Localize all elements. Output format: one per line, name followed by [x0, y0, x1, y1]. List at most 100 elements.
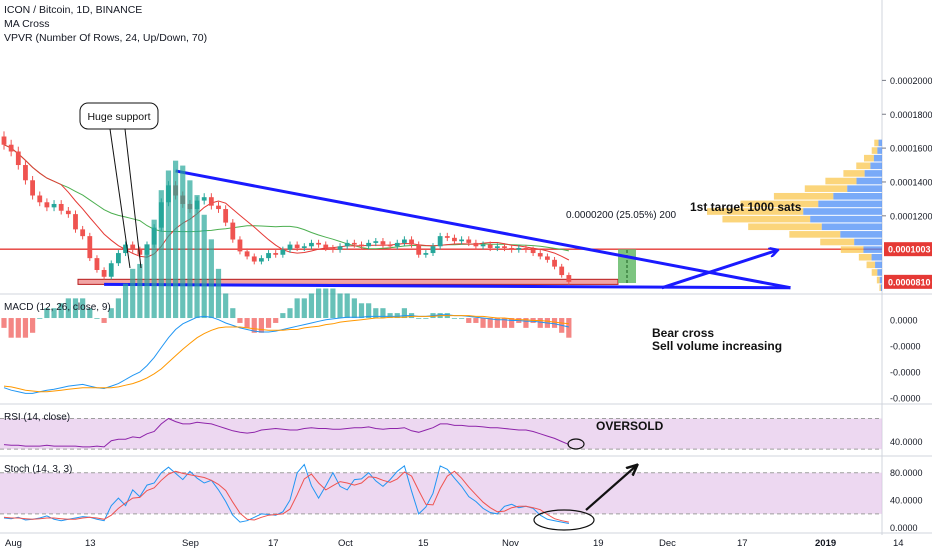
- measure-label: 0.0000200 (25.05%) 200: [566, 210, 677, 221]
- candle: [502, 243, 507, 252]
- macd-histogram-bar: [1, 318, 7, 328]
- signal-line: [3, 315, 569, 393]
- macd-histogram-bar: [80, 298, 86, 319]
- candle: [65, 206, 71, 218]
- rsi-tick-label: 40.0000: [890, 437, 923, 447]
- price-pane[interactable]: [0, 131, 882, 285]
- candle: [87, 232, 93, 262]
- candle-body: [416, 244, 422, 255]
- macd-histogram-bar: [494, 318, 500, 328]
- candle-body: [230, 222, 236, 240]
- macd-histogram-bar: [265, 318, 272, 328]
- macd-histogram-bar: [230, 308, 236, 319]
- candle: [8, 139, 14, 157]
- candle-body: [37, 195, 43, 203]
- huge-support-text: Huge support: [87, 111, 150, 123]
- time-tick-label: Sep: [182, 538, 199, 549]
- rsi-label: RSI (14, close): [4, 412, 70, 423]
- macd-histogram-bar: [308, 293, 315, 319]
- macd-histogram-bar: [215, 268, 222, 319]
- candle-body: [566, 275, 572, 282]
- macd-histogram-bar: [51, 308, 57, 319]
- macd-histogram-bar: [58, 303, 64, 319]
- macd-histogram-bar: [165, 170, 172, 319]
- macd-histogram-bar: [280, 313, 286, 319]
- stoch-d-line: [3, 470, 569, 523]
- macd-histogram-bar: [287, 308, 293, 319]
- chart-title: ICON / Bitcoin, 1D, BINANCE: [4, 4, 142, 16]
- candle-body: [323, 244, 329, 248]
- macd-histogram-bar: [244, 318, 250, 328]
- candle: [316, 239, 321, 248]
- volume-profile-row: [856, 162, 871, 170]
- candle: [266, 250, 271, 262]
- volume-profile-row: [707, 208, 804, 215]
- candle-body: [523, 247, 529, 250]
- volume-profile-row-up: [878, 139, 882, 147]
- study-vpvr: VPVR (Number Of Rows, 24, Up/Down, 70): [4, 32, 207, 44]
- macd-tick-label: -0.0000: [890, 342, 921, 352]
- candle-body: [280, 249, 286, 255]
- candle-body: [244, 251, 250, 257]
- candle-body: [344, 242, 350, 247]
- price-tick-label: 0.0001800: [890, 110, 932, 120]
- volume-profile-row: [825, 177, 857, 185]
- candle-body: [137, 249, 143, 255]
- macd-histogram-bar: [480, 318, 486, 328]
- candle: [559, 263, 565, 278]
- candle-body: [116, 253, 121, 264]
- macd-histogram-bar: [15, 318, 21, 338]
- candle: [116, 250, 121, 267]
- candle-body: [494, 246, 500, 248]
- candle-body: [15, 151, 21, 166]
- candle-body: [266, 253, 271, 259]
- volume-profile-row-up: [871, 253, 882, 261]
- macd-histogram-bar: [87, 308, 93, 319]
- candle-body: [394, 242, 400, 247]
- candle: [516, 244, 522, 253]
- macd-histogram-bar: [344, 293, 350, 319]
- macd-histogram-bar: [251, 318, 257, 333]
- time-tick-label: 19: [593, 538, 604, 549]
- stoch-pane[interactable]: 80.0000 40.0000 0.0000: [0, 463, 923, 534]
- time-tick-label: 15: [418, 538, 429, 549]
- candle-body: [130, 244, 136, 250]
- rsi-line: [3, 417, 570, 448]
- candle-body: [30, 180, 35, 196]
- candle-body: [309, 242, 314, 247]
- macd-histogram-bar: [323, 288, 329, 319]
- macd-pane[interactable]: 0.0000 -0.0000 -0.0000 -0.0000: [1, 160, 921, 404]
- macd-histogram-bar: [144, 244, 150, 319]
- candle-body: [330, 247, 336, 250]
- rsi-pane[interactable]: 40.0000: [0, 417, 923, 450]
- candle: [452, 234, 457, 245]
- candle: [130, 241, 136, 253]
- candle-body: [502, 246, 507, 248]
- macd-tick-label: -0.0000: [890, 368, 921, 378]
- candle: [494, 243, 500, 252]
- volume-profile-row-up: [833, 192, 882, 200]
- candle: [58, 200, 64, 215]
- time-tick-label: 17: [268, 538, 279, 549]
- stoch-tick-label: 0.0000: [890, 523, 918, 533]
- candle: [344, 239, 350, 250]
- macd-histogram-bar: [387, 313, 393, 319]
- candle: [309, 239, 314, 250]
- volume-profile-row: [804, 185, 848, 192]
- macd-histogram-bar: [394, 313, 400, 319]
- stoch-label: Stoch (14, 3, 3): [4, 464, 72, 475]
- macd-histogram-bar: [8, 318, 14, 338]
- candle: [201, 193, 207, 205]
- candle-body: [559, 266, 565, 276]
- macd-histogram-bar: [566, 318, 572, 338]
- volume-profile-row: [722, 215, 811, 223]
- candle: [387, 241, 393, 250]
- candle-body: [273, 253, 279, 255]
- candle: [337, 243, 343, 253]
- stoch-oversold-circle: [533, 509, 595, 531]
- macd-histogram-bar: [151, 219, 157, 319]
- macd-histogram-bar: [158, 190, 164, 319]
- volume-profile-row: [876, 276, 880, 284]
- time-tick-label: Dec: [659, 538, 676, 549]
